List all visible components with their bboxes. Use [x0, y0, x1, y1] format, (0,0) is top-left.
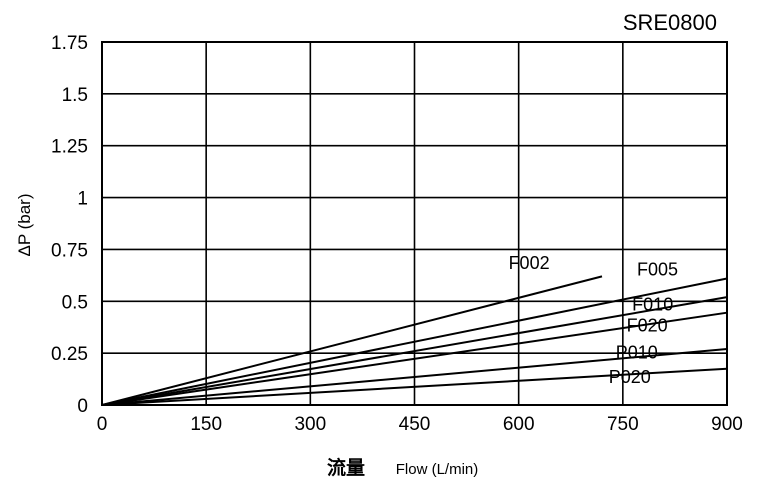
- series-label-f005: F005: [637, 259, 678, 279]
- series-lines: [101, 275, 728, 406]
- x-tick-label: 900: [711, 414, 743, 435]
- x-tick-label: 300: [294, 414, 326, 435]
- series-line-p020: [101, 367, 728, 406]
- y-axis-label: ΔP (bar): [15, 193, 34, 256]
- x-tick-label: 450: [399, 414, 431, 435]
- y-tick-label: 0: [77, 396, 88, 417]
- x-tick-label: 150: [190, 414, 222, 435]
- gridlines: [101, 41, 728, 406]
- series-label-f010: F010: [632, 295, 673, 315]
- y-tick-label: 0.75: [51, 240, 88, 261]
- y-tick-label: 1.5: [62, 85, 88, 106]
- series-line-f020: [101, 311, 728, 406]
- y-tick-label: 1: [77, 189, 88, 210]
- series-line-f010: [101, 296, 728, 406]
- series-label-p010: P010: [616, 342, 658, 362]
- x-tick-label: 600: [503, 414, 535, 435]
- series-line-f002: [101, 275, 603, 406]
- x-tick-label: 750: [607, 414, 639, 435]
- x-axis-label-sub: Flow (L/min): [396, 461, 479, 478]
- x-tick-labels: 0 150 300 450 600 750 900: [97, 414, 743, 435]
- y-tick-label: 0.5: [62, 292, 88, 313]
- y-tick-label: 0.25: [51, 344, 88, 365]
- series-line-p010: [101, 347, 728, 406]
- y-tick-label: 1.25: [51, 137, 88, 158]
- series-label-f002: F002: [509, 253, 550, 273]
- series-label-p020: P020: [609, 367, 651, 387]
- series-line-f005: [101, 277, 728, 406]
- y-tick-label: 1.75: [51, 33, 88, 54]
- x-axis-label-main: 流量: [327, 456, 365, 479]
- chart-title: SRE0800: [623, 10, 717, 35]
- x-tick-label: 0: [97, 414, 108, 435]
- y-tick-labels: 0 0.25 0.5 0.75 1 1.25 1.5 1.75: [51, 33, 88, 417]
- plot-area-frame: [101, 41, 728, 406]
- series-label-f020: F020: [627, 315, 668, 335]
